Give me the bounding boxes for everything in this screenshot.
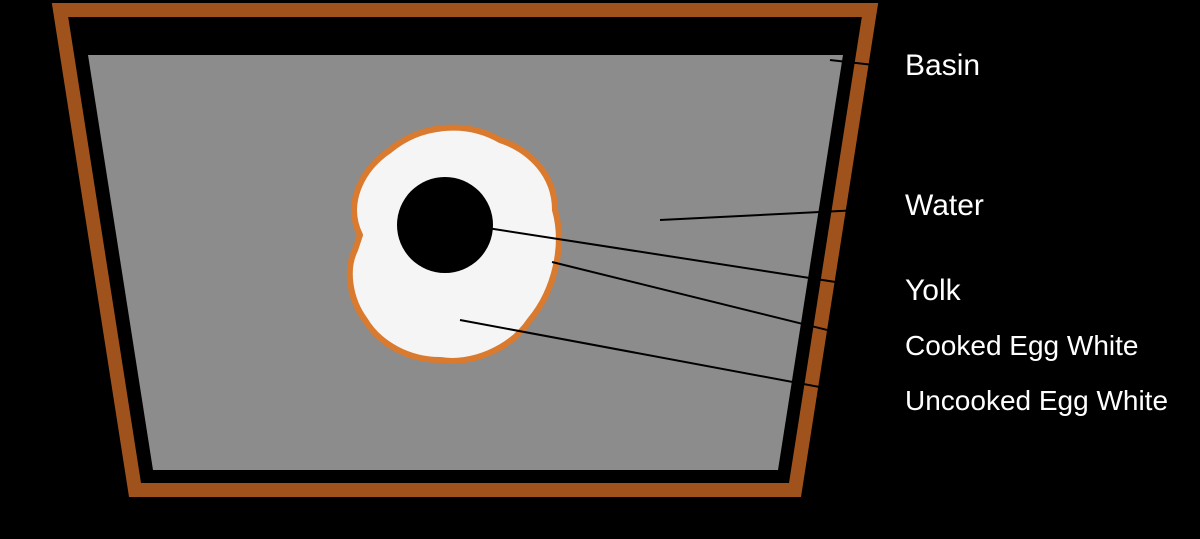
water-label: Water (905, 189, 984, 222)
yolk (397, 177, 493, 273)
cooked-label: Cooked Egg White (905, 330, 1138, 361)
diagram-canvas: Basin Water Yolk Cooked Egg White Uncooked E… (0, 0, 1200, 539)
uncooked-label: Uncooked Egg White (905, 385, 1168, 416)
basin-label: Basin (905, 49, 980, 82)
yolk-label: Yolk (905, 274, 962, 307)
